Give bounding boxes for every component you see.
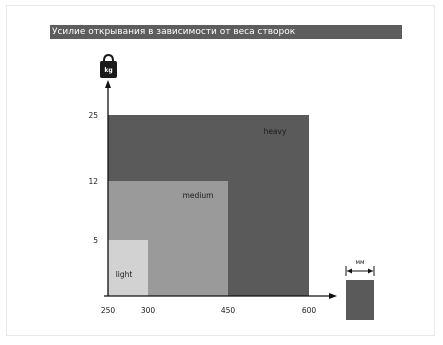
region-light (108, 240, 148, 296)
y-tick-25: 25 (88, 111, 98, 120)
x-tick-600: 600 (302, 306, 317, 315)
x-axis-arrow (329, 293, 337, 299)
region-label-heavy: heavy (264, 127, 287, 136)
category-labels: heavy medium light (116, 127, 287, 279)
weight-kg-icon: kg (100, 53, 117, 78)
y-tick-labels: 5 12 25 (88, 111, 98, 245)
y-tick-5: 5 (93, 236, 98, 245)
kg-icon-label: kg (104, 67, 112, 74)
mm-icon-label: мм (355, 259, 364, 266)
x-tick-450: 450 (221, 306, 236, 315)
region-label-light: light (116, 270, 133, 279)
category-regions (108, 115, 309, 296)
chart-title: Усилие открывания в зависимости от веса … (50, 25, 402, 39)
x-tick-labels: 250 300 450 600 (101, 306, 317, 315)
x-tick-250: 250 (101, 306, 116, 315)
axes (104, 80, 337, 299)
y-axis-arrow (105, 80, 111, 88)
region-label-medium: medium (183, 191, 214, 200)
y-tick-12: 12 (88, 177, 98, 186)
door-leaf-width-icon: мм (345, 259, 375, 320)
x-tick-300: 300 (141, 306, 156, 315)
